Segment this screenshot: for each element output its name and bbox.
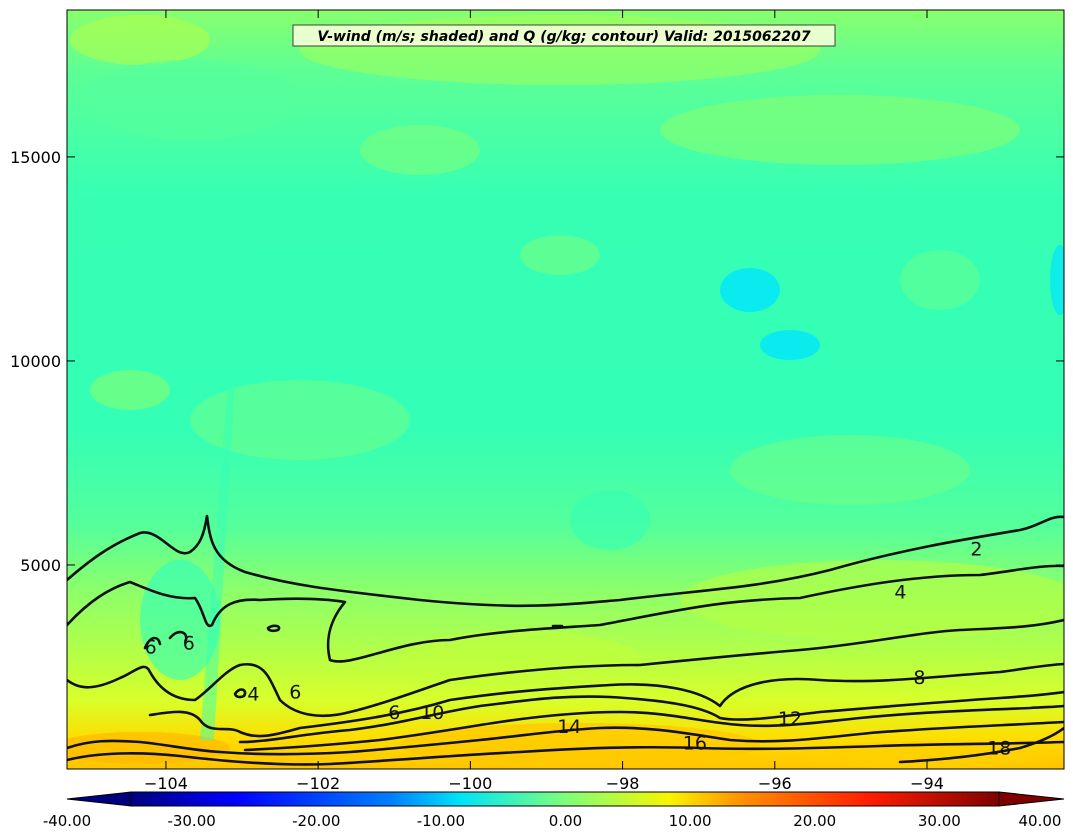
contour-label: 8 bbox=[913, 667, 925, 689]
shaded-blob bbox=[660, 95, 1020, 165]
contour-label: 16 bbox=[683, 732, 707, 754]
contour-small-loop bbox=[266, 624, 281, 633]
shaded-blob bbox=[730, 435, 970, 505]
contour-line-6b bbox=[143, 630, 188, 650]
contour-line-14 bbox=[67, 720, 1064, 756]
colorbar-tick-label: 10.00 bbox=[669, 812, 712, 830]
contour-line-12 bbox=[243, 704, 1064, 752]
x-tick-label: −102 bbox=[296, 774, 340, 793]
contour-label: 4 bbox=[894, 581, 906, 603]
q-contours bbox=[67, 514, 1064, 766]
colorbar-tick-label: 0.00 bbox=[549, 812, 582, 830]
contour-small-loop bbox=[233, 688, 247, 699]
y-tick-label: 10000 bbox=[10, 352, 61, 371]
colorbar: -40.00 -30.00 -20.00 -10.00 0.00 10.00 20.00 30… bbox=[43, 791, 1065, 830]
contour-line-4 bbox=[67, 564, 1064, 663]
contour-label: 4 bbox=[247, 684, 259, 706]
shaded-blob bbox=[680, 560, 1064, 640]
x-tick-label: −96 bbox=[758, 774, 792, 793]
x-tick-label: −100 bbox=[448, 774, 492, 793]
contour-line-6 bbox=[67, 618, 1064, 718]
shaded-blob bbox=[190, 380, 410, 460]
x-tick-label: −98 bbox=[606, 774, 640, 793]
contour-label: 6 bbox=[388, 702, 400, 724]
colorbar-tick-label: 40.00 bbox=[1019, 812, 1062, 830]
shaded-blob bbox=[900, 250, 980, 310]
colorbar-ticks: -40.00 -30.00 -20.00 -10.00 0.00 10.00 20.00 30… bbox=[43, 812, 1062, 830]
contour-label: 6 bbox=[145, 637, 157, 659]
x-tick-label: −94 bbox=[910, 774, 944, 793]
contour-label: 6 bbox=[289, 681, 301, 703]
shaded-blob bbox=[520, 235, 600, 275]
y-tick-label: 15000 bbox=[10, 148, 61, 167]
shaded-blob bbox=[1050, 245, 1064, 315]
shaded-blob bbox=[800, 741, 1040, 769]
colorbar-tick-label: 20.00 bbox=[793, 812, 836, 830]
contour-label: 10 bbox=[420, 702, 444, 724]
shaded-blob bbox=[400, 723, 760, 767]
contour-line-16 bbox=[67, 740, 1064, 766]
title-background bbox=[292, 24, 836, 47]
contour-label: 12 bbox=[778, 708, 802, 730]
plot-frame bbox=[66, 9, 1065, 770]
shaded-blob bbox=[90, 370, 170, 410]
contour-line-2 bbox=[67, 514, 1064, 608]
colorbar-tick-label: -30.00 bbox=[167, 812, 215, 830]
y-axis: 5000 10000 15000 bbox=[10, 148, 1064, 575]
contour-line-18 bbox=[898, 726, 1064, 764]
colorbar-tick-label: 30.00 bbox=[918, 812, 961, 830]
colorbar-tick-label: -10.00 bbox=[417, 812, 465, 830]
colorbar-tick-label: -40.00 bbox=[43, 812, 91, 830]
contour-label: 18 bbox=[987, 737, 1011, 759]
shaded-blob bbox=[80, 60, 300, 140]
x-axis: −104 −102 −100 −98 −96 −94 bbox=[144, 10, 944, 793]
contour-labels: 2 4 6 6 4 6 8 6 10 12 14 16 18 bbox=[145, 539, 1012, 760]
colorbar-extend-high bbox=[998, 791, 1065, 807]
shaded-blob bbox=[400, 630, 640, 690]
contour-line-10 bbox=[238, 690, 1064, 744]
plot-area: 2 4 6 6 4 6 8 6 10 12 14 16 18 bbox=[67, 10, 1064, 769]
y-tick-label: 5000 bbox=[20, 556, 61, 575]
contour-label: 2 bbox=[970, 539, 982, 561]
x-tick-label: −104 bbox=[144, 774, 188, 793]
shaded-blob bbox=[70, 15, 210, 65]
colorbar-extend-low bbox=[66, 791, 132, 807]
chart-title: V-wind (m/s; shaded) and Q (g/kg; contou… bbox=[317, 29, 810, 45]
chart-title-box: V-wind (m/s; shaded) and Q (g/kg; contou… bbox=[292, 24, 836, 47]
colorbar-body bbox=[130, 791, 1000, 807]
contour-line-8 bbox=[148, 662, 1064, 738]
shaded-blob bbox=[570, 490, 650, 550]
shaded-blob bbox=[360, 125, 480, 175]
shaded-blob bbox=[720, 268, 780, 312]
shaded-blob bbox=[760, 330, 820, 360]
contour-label: 6 bbox=[183, 633, 195, 655]
contour-label: 14 bbox=[557, 716, 581, 738]
shaded-streak bbox=[200, 380, 235, 740]
shaded-blob bbox=[140, 560, 220, 680]
colorbar-tick-label: -20.00 bbox=[292, 812, 340, 830]
